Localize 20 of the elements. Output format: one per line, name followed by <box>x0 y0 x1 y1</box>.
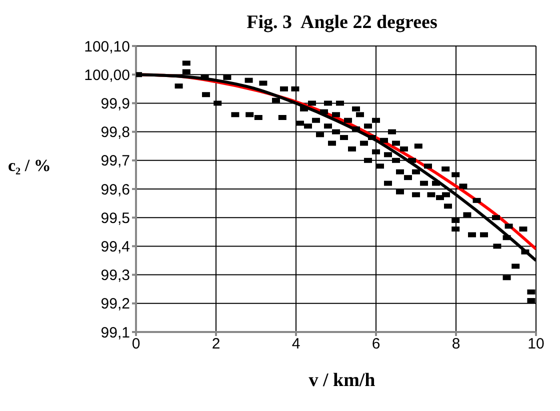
x-tick-label: 8 <box>452 336 460 353</box>
y-tick-label: 100,00 <box>84 66 130 84</box>
y-tick-label: 99,6 <box>100 181 130 198</box>
y-tick-label: 99,9 <box>100 96 130 113</box>
y-tick-label: 99,8 <box>100 124 130 142</box>
x-tick-label: 2 <box>212 336 220 353</box>
y-tick-label: 100,10 <box>84 38 130 56</box>
y-tick-label: 99,5 <box>100 210 130 227</box>
y-tick-label: 99,7 <box>100 152 130 170</box>
x-tick-label: 6 <box>372 336 380 353</box>
x-axis-title: v / km/h <box>308 370 376 392</box>
y-tick-label: 99,1 <box>100 324 130 342</box>
x-tick-label: 10 <box>528 336 544 353</box>
y-tick-label: 99,4 <box>100 238 130 256</box>
y-tick-label: 99,3 <box>100 267 130 284</box>
chart-title: Fig. 3 Angle 22 degrees <box>246 12 438 34</box>
x-tick-label: 4 <box>292 336 300 353</box>
y-axis-title: c₂ / % <box>8 156 51 176</box>
x-tick-label: 0 <box>132 336 140 353</box>
y-tick-label: 99,2 <box>100 296 130 313</box>
